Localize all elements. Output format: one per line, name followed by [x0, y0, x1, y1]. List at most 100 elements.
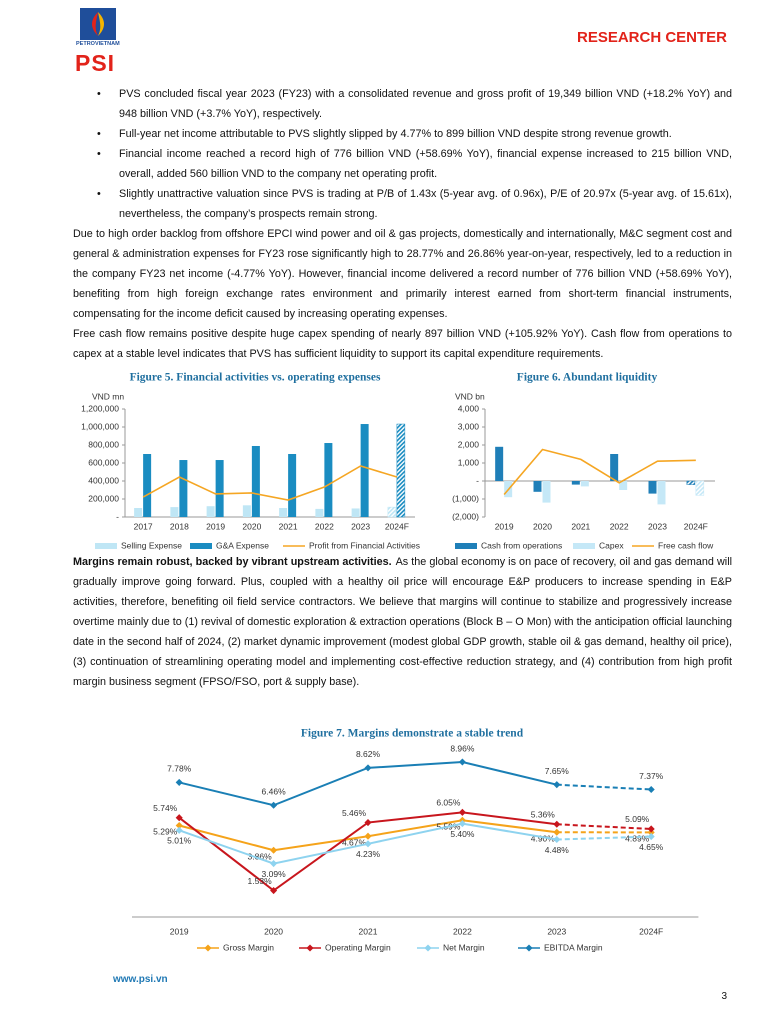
legend-swatch — [455, 543, 477, 549]
bar — [360, 424, 369, 517]
point-marker — [175, 778, 183, 786]
x-tick-label: 2021 — [359, 926, 378, 936]
y-tick-label: 800,000 — [88, 439, 119, 449]
legend-label: G&A Expense — [216, 540, 269, 550]
bar — [324, 443, 333, 517]
legend-label: EBITDA Margin — [544, 942, 603, 952]
data-label: 7.78% — [167, 764, 192, 774]
legend-label: Free cash flow — [658, 540, 714, 550]
data-label: 4.23% — [356, 849, 381, 859]
data-label: 7.37% — [639, 771, 664, 781]
legend-marker — [424, 944, 432, 952]
x-tick-label: 2017 — [134, 521, 153, 531]
bar — [657, 481, 666, 505]
paragraph: Due to high order backlog from offshore … — [73, 228, 732, 320]
bullet: Financial income reached a record high o… — [97, 144, 732, 184]
point-marker — [364, 764, 372, 772]
data-label: 1.53% — [248, 876, 273, 886]
data-label: 6.05% — [436, 798, 461, 808]
point-marker — [270, 846, 278, 854]
y-tick-label: 400,000 — [88, 475, 119, 485]
legend-marker — [306, 944, 314, 952]
bar — [387, 506, 397, 518]
x-tick-label: 2024F — [385, 521, 409, 531]
line — [556, 783, 652, 791]
point-marker — [364, 819, 372, 827]
data-label: 5.01% — [167, 836, 192, 846]
margins-section: Margins remain robust, backed by vibrant… — [73, 552, 732, 692]
bar — [533, 481, 542, 492]
legend-label: Net Margin — [443, 942, 485, 952]
x-tick-label: 2020 — [533, 521, 552, 531]
legend-label: Cash from operations — [481, 540, 562, 550]
bar — [495, 446, 504, 481]
x-tick-label: 2020 — [242, 521, 261, 531]
point-marker — [175, 814, 183, 822]
bar — [648, 481, 657, 494]
y-tick-label: 4,000 — [458, 403, 480, 413]
chart: Figure 6. Abundant liquidity VND bn (2,000… — [452, 372, 715, 550]
legend-label: Gross Margin — [223, 942, 274, 952]
paragraph: Margins remain robust, backed by vibrant… — [73, 552, 732, 692]
x-tick-label: 2019 — [495, 521, 514, 531]
y-tick-label: 600,000 — [88, 457, 119, 467]
bar — [686, 480, 696, 485]
footer-url[interactable]: www.psi.vn — [113, 974, 168, 985]
bar — [695, 480, 705, 496]
brand: PSI — [75, 50, 116, 76]
y-tick-label: - — [116, 511, 119, 521]
legend-label: Profit from Financial Activities — [309, 540, 420, 550]
data-label: 8.62% — [356, 749, 381, 759]
point-marker — [270, 801, 278, 809]
line — [556, 823, 652, 830]
legend-marker — [204, 944, 212, 952]
point-marker — [270, 860, 278, 868]
line — [142, 465, 398, 501]
x-tick-label: 2020 — [264, 926, 283, 936]
data-label: 4.48% — [545, 845, 570, 855]
x-tick-label: 2023 — [351, 521, 370, 531]
y-tick-label: - — [476, 475, 479, 485]
data-label: 7.65% — [545, 766, 570, 776]
point-marker — [458, 758, 466, 766]
lead: Margins remain robust, backed by vibrant… — [73, 556, 392, 568]
y-tick-label: (2,000) — [452, 511, 479, 521]
legend-label: Selling Expense — [121, 540, 182, 550]
chart: Figure 7. Margins demonstrate a stable t… — [132, 728, 699, 952]
data-label: 5.46% — [342, 808, 367, 818]
point-marker — [647, 833, 655, 841]
x-tick-label: 2019 — [206, 521, 225, 531]
bullet: Full-year net income attributable to PVS… — [97, 124, 732, 144]
legend-label: Capex — [599, 540, 624, 550]
page-number: 3 — [721, 991, 727, 1002]
legend-swatch — [573, 543, 595, 549]
bullet: PVS concluded fiscal year 2023 (FY23) wi… — [97, 84, 732, 124]
y-tick-label: 1,000 — [458, 457, 480, 467]
data-label: 5.36% — [531, 810, 556, 820]
chart-title: Figure 5. Financial activities vs. opera… — [130, 372, 381, 384]
data-label: 5.29% — [153, 827, 178, 837]
bar — [179, 460, 188, 517]
point-marker — [553, 781, 561, 789]
data-label: 4.89% — [625, 834, 650, 844]
y-tick-label: 2,000 — [458, 439, 480, 449]
y-tick-label: 200,000 — [88, 493, 119, 503]
bar — [143, 454, 152, 517]
point-marker — [553, 828, 561, 836]
bar — [251, 445, 260, 517]
bar — [571, 481, 580, 485]
data-label: 4.67% — [342, 837, 367, 847]
point-marker — [458, 808, 466, 816]
data-label: 5.74% — [153, 803, 178, 813]
bar — [351, 508, 360, 517]
paragraph: Free cash flow remains positive despite … — [73, 328, 732, 360]
axis-title: VND mn — [92, 391, 124, 401]
data-label: 4.90% — [531, 833, 556, 843]
bar — [619, 481, 628, 490]
y-tick-label: 3,000 — [458, 421, 480, 431]
legend-swatch — [95, 543, 117, 549]
y-tick-label: 1,200,000 — [81, 403, 119, 413]
bar — [288, 454, 297, 517]
section-title: RESEARCH CENTER — [576, 29, 727, 46]
bullet: Slightly unattractive valuation since PV… — [97, 184, 732, 224]
